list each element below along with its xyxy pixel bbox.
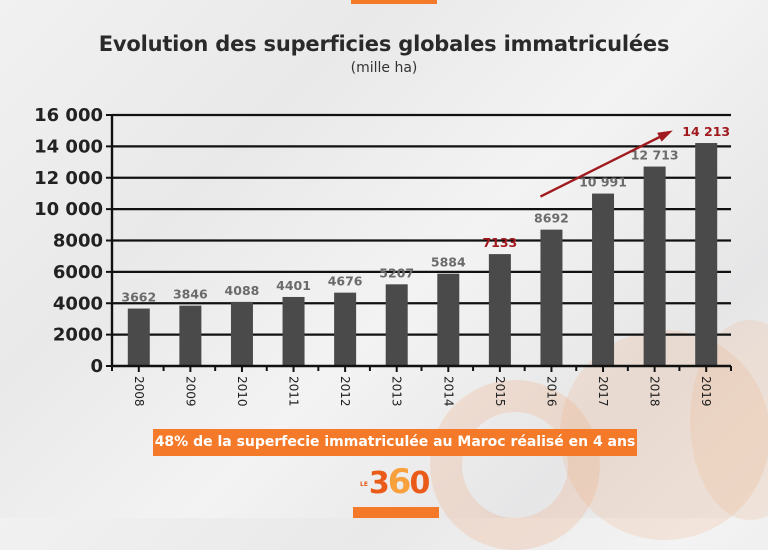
x-tick-label: 2011 <box>287 376 301 407</box>
value-label: 7133 <box>482 235 517 250</box>
summary-banner: 48% de la superfecie immatriculée au Mar… <box>153 429 637 456</box>
x-tick-label: 2014 <box>441 376 455 407</box>
value-label: 3662 <box>121 290 156 305</box>
bar-2013 <box>385 284 408 366</box>
tick-labels: 0 2000 4000 6000 8000 10 000 12 000 14 000 16 00… <box>34 105 713 407</box>
bar-2019 <box>695 143 718 366</box>
le360-logo: LE 360 <box>360 462 430 502</box>
bar-2014 <box>437 273 460 366</box>
value-label: 10 991 <box>579 175 627 190</box>
logo-digit: 0 <box>409 466 430 501</box>
x-tick-label: 2009 <box>183 376 197 407</box>
bar-2012 <box>334 292 357 366</box>
bar-chart: 3662 3846 4088 4401 4676 5207 5884 7133 8692 10 9… <box>34 105 732 407</box>
annotation <box>539 130 673 198</box>
y-tick-label: 12 000 <box>34 168 103 189</box>
x-tick-label: 2019 <box>699 376 713 407</box>
x-tick-label: 2015 <box>493 376 507 407</box>
y-tick-label: 16 000 <box>34 105 103 126</box>
chart-subtitle: (mille ha) <box>350 60 418 76</box>
logo-number: 360 <box>368 462 430 502</box>
bar-2018 <box>643 166 666 366</box>
value-label: 8692 <box>534 211 569 226</box>
x-tick-label: 2008 <box>132 376 146 407</box>
bar-2009 <box>179 305 202 366</box>
value-label: 4401 <box>276 278 311 293</box>
value-label: 5207 <box>379 265 414 280</box>
trend-arrow-head <box>657 130 673 142</box>
value-label: 4088 <box>225 283 260 298</box>
value-label: 4676 <box>328 274 363 289</box>
top-accent-bar <box>351 0 437 4</box>
chart-title: Evolution des superficies globales immat… <box>98 32 670 56</box>
bottom-accent-bar <box>353 507 439 518</box>
x-tick-label: 2013 <box>390 376 404 407</box>
logo-prefix: LE <box>360 481 368 488</box>
bars <box>127 143 718 366</box>
value-label: 14 213 <box>682 124 730 139</box>
logo-digit: 3 <box>368 466 390 501</box>
trend-arrow <box>539 131 670 198</box>
y-tick-label: 4000 <box>53 293 103 314</box>
value-label: 3846 <box>173 287 208 302</box>
x-tick-label: 2010 <box>235 376 249 407</box>
gridlines <box>112 113 731 336</box>
value-labels: 3662 3846 4088 4401 4676 5207 5884 7133 8692 10 9… <box>121 124 730 305</box>
bar-2015 <box>488 254 511 366</box>
logo-digit: 6 <box>387 462 412 502</box>
x-tick-label: 2012 <box>338 376 352 407</box>
x-tick-label: 2018 <box>648 376 662 407</box>
bar-2011 <box>282 296 305 366</box>
value-label: 5884 <box>431 255 466 270</box>
x-tick-label: 2016 <box>544 376 558 407</box>
axes <box>106 114 732 372</box>
y-tick-label: 6000 <box>53 262 103 283</box>
y-tick-label: 8000 <box>53 231 103 252</box>
bar-2008 <box>127 308 150 366</box>
y-tick-label: 10 000 <box>34 199 103 220</box>
bar-2017 <box>592 193 615 366</box>
y-tick-label: 14 000 <box>34 136 103 157</box>
x-tick-label: 2017 <box>596 376 610 407</box>
bar-2016 <box>540 229 563 366</box>
value-label: 12 713 <box>631 148 679 163</box>
bar-2010 <box>230 301 253 366</box>
y-tick-label: 2000 <box>53 325 103 346</box>
y-tick-label: 0 <box>90 356 103 377</box>
